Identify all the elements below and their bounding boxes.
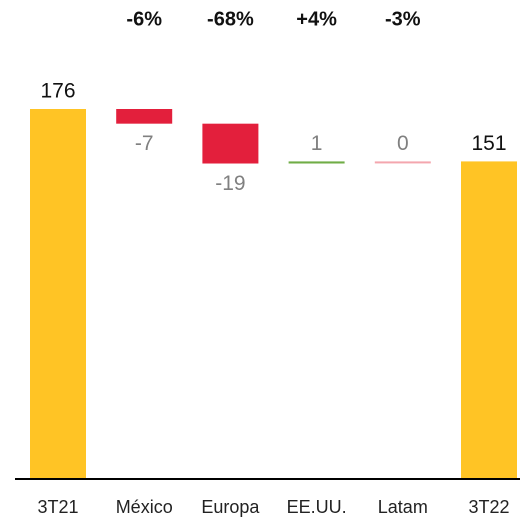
total-bar [30,109,86,478]
annotation: -6% [126,8,162,30]
value-label: -19 [215,172,245,195]
value-label: -7 [135,132,154,155]
value-label: 176 [40,80,75,103]
annotation: -68% [207,8,254,30]
value-label: 1 [311,132,323,155]
annotation: -3% [385,8,421,30]
x-tick-label: 3T22 [468,497,509,517]
value-label: 0 [397,132,409,155]
x-tick-label: Europa [201,497,260,517]
x-tick-label: EE.UU. [287,497,347,517]
delta-bar [288,161,345,164]
delta-bar [374,161,431,164]
value-label: 151 [471,132,506,155]
delta-bar [116,109,173,124]
annotation: +4% [296,8,337,30]
x-tick-label: México [116,497,173,517]
x-tick-label: Latam [378,497,428,517]
delta-bar [202,123,259,164]
total-bar [461,161,517,478]
x-tick-label: 3T21 [37,497,78,517]
